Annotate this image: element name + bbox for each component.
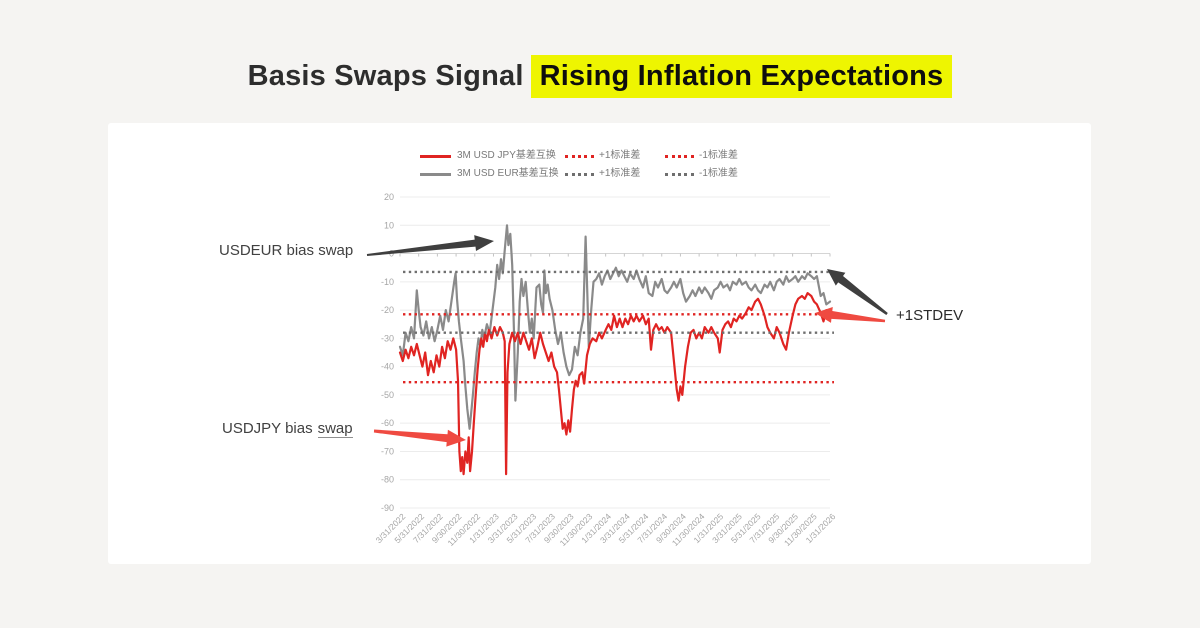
legend-row-jpy: 3M USD JPY基差互换 +1标准差 -1标准差	[420, 149, 738, 163]
stdev-eur-annotation-arrow	[827, 269, 888, 315]
y-axis-tick-label: -80	[381, 475, 394, 485]
legend-eur-line-swatch	[420, 172, 451, 176]
legend-jpy-plus1-label: +1标准差	[599, 150, 641, 161]
eur-basis-swap-line	[398, 224, 832, 430]
stdev-jpy-annotation-arrow	[815, 307, 886, 323]
annotation-usdeur-label: USDEUR bias swap	[219, 242, 354, 259]
legend-eur-minus1-swatch	[665, 172, 694, 176]
y-axis-tick-label: -10	[381, 277, 394, 287]
usdjpy-annotation-arrow	[373, 429, 466, 447]
y-axis-tick-label: -50	[381, 390, 394, 400]
y-axis-tick-label: -90	[381, 503, 394, 513]
page-title: Basis Swaps Signal Rising Inflation Expec…	[0, 55, 1200, 98]
legend-jpy-minus1-label: -1标准差	[699, 150, 738, 161]
legend-jpy-series-label: 3M USD JPY基差互换	[457, 150, 556, 161]
legend-eur-plus1-swatch	[565, 172, 594, 176]
legend-eur-plus1-label: +1标准差	[599, 168, 641, 179]
annotation-usdjpy-label: USDJPY bias swap	[222, 420, 353, 438]
legend-eur-series-label: 3M USD EUR基差互换	[457, 168, 559, 179]
y-axis-tick-label: -70	[381, 446, 394, 456]
title-regular-text: Basis Swaps Signal	[247, 60, 524, 92]
y-axis-tick-label: -60	[381, 418, 394, 428]
legend-jpy-plus1-swatch	[565, 154, 594, 158]
chart-card: 20100-10-20-30-40-50-60-70-80-903/31/202…	[108, 123, 1091, 564]
annotation-stdev-label: +1STDEV	[896, 307, 964, 324]
legend-eur-minus1-label: -1标准差	[699, 168, 738, 179]
y-axis-tick-label: 10	[384, 220, 394, 230]
annotation-usdjpy-prefix: USDJPY bias	[222, 420, 313, 437]
usdeur-annotation-arrow	[366, 235, 494, 256]
annotation-usdjpy-underlined: swap	[317, 420, 353, 438]
legend-jpy-minus1-swatch	[665, 154, 694, 158]
basis-swap-chart: 20100-10-20-30-40-50-60-70-80-903/31/202…	[366, 192, 888, 548]
chart-legend: 3M USD JPY基差互换 +1标准差 -1标准差 3M USD EUR基差互…	[420, 149, 738, 181]
y-axis-tick-label: -20	[381, 305, 394, 315]
y-axis-tick-label: 20	[384, 192, 394, 202]
title-highlight-text: Rising Inflation Expectations	[530, 55, 953, 98]
y-axis-tick-label: -30	[381, 333, 394, 343]
y-axis-tick-label: -40	[381, 362, 394, 372]
legend-jpy-line-swatch	[420, 154, 451, 158]
legend-row-eur: 3M USD EUR基差互换 +1标准差 -1标准差	[420, 167, 738, 181]
